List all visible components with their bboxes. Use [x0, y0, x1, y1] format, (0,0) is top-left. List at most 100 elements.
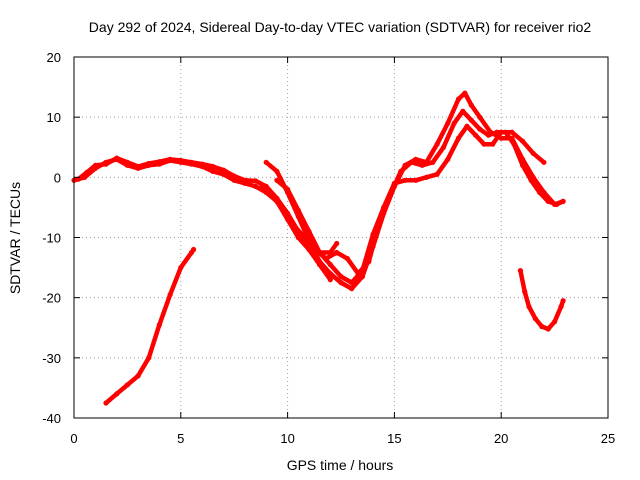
- data-point: [502, 129, 509, 135]
- series-line-track-c: [263, 90, 566, 291]
- data-point: [242, 177, 248, 183]
- data-point: [434, 171, 440, 177]
- data-point: [220, 167, 227, 173]
- data-point: [338, 280, 344, 286]
- data-point: [398, 168, 404, 174]
- data-point: [302, 234, 308, 241]
- data-point: [451, 120, 457, 126]
- data-point: [490, 141, 496, 147]
- data-point: [317, 259, 323, 265]
- data-point: [558, 304, 564, 310]
- x-tick-label: 25: [601, 431, 615, 446]
- data-point: [146, 160, 152, 167]
- data-point: [114, 391, 120, 397]
- data-point: [539, 323, 545, 330]
- data-point: [445, 120, 451, 126]
- data-point: [135, 163, 141, 170]
- y-tick-label: -40: [42, 411, 61, 426]
- data-point: [554, 201, 560, 207]
- data-point: [532, 316, 539, 322]
- data-point: [263, 159, 269, 165]
- data-point: [468, 117, 474, 123]
- data-series: [71, 90, 566, 406]
- data-point: [434, 141, 440, 147]
- data-point: [528, 177, 534, 183]
- data-point: [537, 189, 543, 195]
- data-point: [545, 198, 551, 204]
- data-point: [560, 298, 566, 304]
- x-tick-label: 20: [494, 431, 508, 446]
- x-tick-label: 10: [280, 431, 294, 446]
- x-axis-label: GPS time / hours: [287, 457, 394, 473]
- data-point: [460, 108, 466, 114]
- series-line-track-f: [103, 247, 196, 406]
- data-point: [344, 256, 350, 262]
- data-point: [376, 219, 382, 226]
- data-point: [455, 96, 462, 102]
- data-point: [231, 173, 237, 179]
- data-point: [327, 277, 333, 283]
- data-point: [481, 141, 487, 147]
- data-point: [253, 178, 259, 184]
- data-point: [84, 169, 90, 176]
- data-point: [413, 177, 419, 183]
- data-point: [167, 292, 173, 298]
- data-point: [387, 192, 393, 198]
- data-point: [402, 177, 408, 183]
- x-tick-label: 0: [70, 431, 77, 446]
- data-point: [349, 286, 355, 292]
- data-point: [494, 129, 500, 135]
- data-point: [419, 162, 425, 168]
- data-point: [92, 162, 98, 168]
- data-point: [338, 274, 344, 280]
- data-point: [545, 326, 551, 332]
- data-point: [188, 159, 195, 165]
- data-point: [156, 159, 162, 165]
- data-point: [124, 159, 130, 165]
- data-point: [146, 355, 152, 361]
- y-tick-label: -30: [42, 351, 61, 366]
- data-point: [103, 400, 109, 406]
- data-point: [520, 138, 526, 144]
- data-point: [366, 259, 372, 265]
- data-point: [199, 161, 205, 167]
- data-point: [253, 183, 259, 189]
- data-point: [103, 161, 109, 167]
- data-point: [520, 162, 526, 168]
- x-tick-label: 15: [387, 431, 401, 446]
- data-point: [178, 265, 184, 271]
- x-axis: 0 5 10 15 20 25: [70, 57, 615, 446]
- data-point: [124, 382, 130, 388]
- y-tick-label: -10: [42, 231, 61, 246]
- chart-title: Day 292 of 2024, Sidereal Day-to-day VTE…: [89, 19, 592, 35]
- data-point: [334, 249, 340, 256]
- data-point: [477, 114, 483, 120]
- data-point: [323, 256, 329, 262]
- data-point: [285, 186, 291, 192]
- data-point: [509, 129, 515, 135]
- data-point: [485, 132, 491, 138]
- data-point: [270, 192, 276, 198]
- data-point: [473, 132, 479, 138]
- data-point: [423, 174, 429, 180]
- data-point: [274, 177, 280, 183]
- data-point: [210, 168, 216, 174]
- data-point: [178, 157, 184, 164]
- data-point: [462, 90, 468, 96]
- data-point: [334, 240, 340, 247]
- data-point: [327, 271, 333, 277]
- data-point: [552, 319, 558, 325]
- data-point: [191, 246, 197, 253]
- data-point: [167, 156, 173, 162]
- data-point: [327, 262, 333, 268]
- data-point: [408, 159, 415, 165]
- y-axis-label: SDTVAR / TECUs: [7, 182, 23, 294]
- data-point: [274, 168, 280, 174]
- data-point: [440, 144, 447, 150]
- y-tick-label: 0: [54, 170, 61, 185]
- grid-lines: [74, 57, 608, 418]
- data-point: [349, 280, 355, 286]
- data-point: [517, 268, 524, 274]
- data-point: [560, 198, 566, 204]
